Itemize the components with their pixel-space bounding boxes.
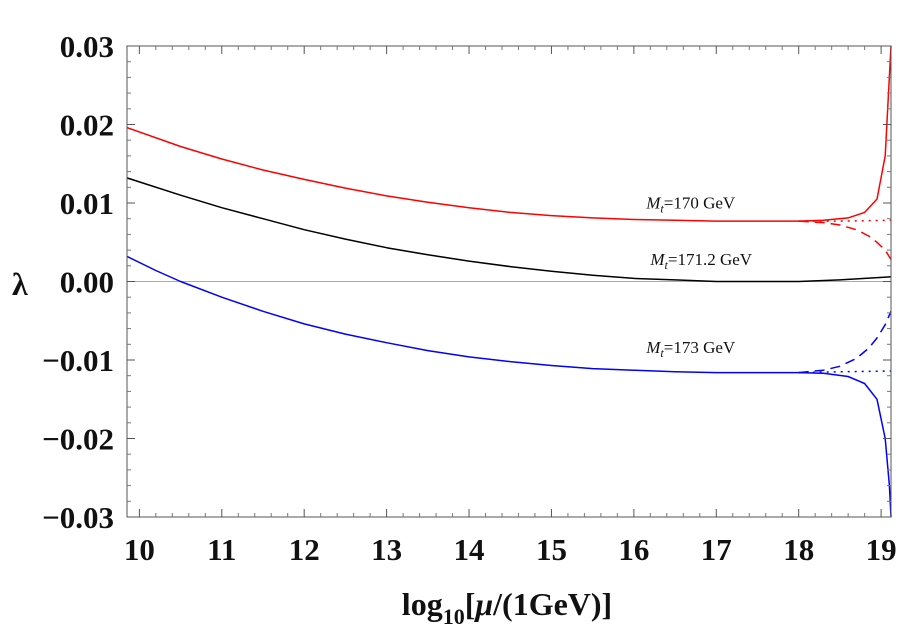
y-axis-label: λ <box>12 266 28 302</box>
x-tick-label: 16 <box>618 532 649 567</box>
y-tick-label: 0.00 <box>60 265 114 300</box>
curve-annotation: Mt=173 GeV <box>645 338 736 360</box>
y-tick-label: −0.03 <box>42 500 114 535</box>
x-tick-label: 13 <box>371 532 402 567</box>
x-tick-label: 11 <box>207 532 236 567</box>
series-line-mt-173-gev <box>126 255 892 518</box>
x-tick-label: 14 <box>454 532 485 567</box>
x-axis-label-mu: μ <box>473 586 493 622</box>
x-axis-label-log: log <box>402 586 443 622</box>
y-tick-label: −0.01 <box>42 343 114 378</box>
x-tick-label: 10 <box>124 532 155 567</box>
x-axis-label-suffix: /(1GeV)] <box>492 586 612 622</box>
y-tick-label: 0.01 <box>60 186 114 221</box>
x-tick-label: 17 <box>701 532 732 567</box>
x-tick-label: 19 <box>866 532 897 567</box>
series-line-mt-170-gev <box>126 45 892 222</box>
series-line-mt-171-2-gev <box>126 177 892 283</box>
x-axis-label-sub: 10 <box>443 604 465 629</box>
x-tick-label: 15 <box>536 532 567 567</box>
y-tick-label: 0.03 <box>60 29 114 64</box>
x-axis-label-open: [ <box>465 586 476 622</box>
y-tick-label: 0.02 <box>60 108 114 143</box>
curve-annotation: Mt=171.2 GeV <box>649 250 752 272</box>
y-tick-label: −0.02 <box>42 422 114 457</box>
series-line-mt-170-gev-dashed <box>798 220 892 260</box>
x-axis-label: log10[μ/(1GeV)] <box>402 586 612 629</box>
curve-annotation: Mt=170 GeV <box>645 193 736 215</box>
x-tick-label: 12 <box>289 532 320 567</box>
series-line-mt-173-gev-dashed <box>798 311 892 374</box>
x-tick-label: 18 <box>783 532 814 567</box>
